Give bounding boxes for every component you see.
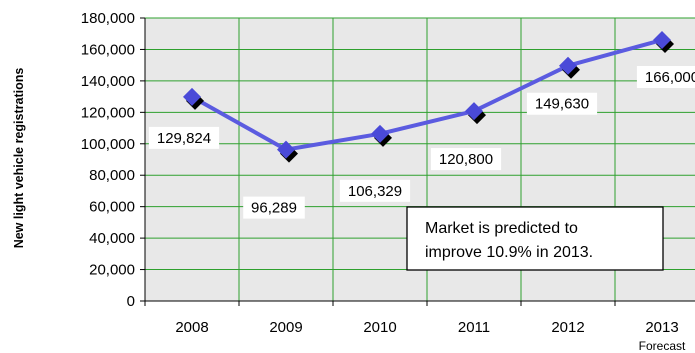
x-tick-label: 2008 <box>175 319 208 336</box>
y-tick-label: 40,000 <box>89 230 135 247</box>
data-point <box>559 56 577 75</box>
y-tick-label: 140,000 <box>81 73 135 90</box>
data-point <box>371 124 389 143</box>
data-label: 149,630 <box>535 96 589 113</box>
data-label-layer: 129,824 96,289 106,329 120,800 149,630 166,00… <box>148 66 695 219</box>
y-tick-label: 60,000 <box>89 199 135 216</box>
annotation-line-1: Market is predicted to <box>425 220 578 237</box>
data-label-box <box>526 92 598 115</box>
y-tick-label: 120,000 <box>81 104 135 121</box>
data-label: 166,000 <box>645 69 695 86</box>
data-label: 120,800 <box>439 151 493 168</box>
x-tick-label: 2013 <box>645 319 678 336</box>
data-label: 106,329 <box>348 183 402 200</box>
y-axis-title: New light vehicle registrations <box>12 68 26 249</box>
data-point <box>183 87 201 106</box>
data-label-box <box>148 126 220 149</box>
data-label-box <box>636 66 695 89</box>
series-line <box>191 38 663 152</box>
y-tick-label: 80,000 <box>89 167 135 184</box>
x-tick-label: 2009 <box>269 319 302 336</box>
data-point <box>277 140 295 159</box>
marker-layer <box>183 31 674 163</box>
x-tick-label: 2010 <box>363 319 396 336</box>
axis-layer: 0 20,000 40,000 60,000 80,000 100,000 120,000 1… <box>81 10 695 353</box>
data-label-box <box>430 148 502 171</box>
x-tick-label: 2011 <box>458 319 490 336</box>
y-tick-label: 100,000 <box>81 136 135 153</box>
annotation-line-2: improve 10.9% in 2013. <box>425 244 593 261</box>
y-tick-label: 160,000 <box>81 41 135 58</box>
y-tick-label: 20,000 <box>89 262 135 279</box>
data-label: 129,824 <box>157 130 211 147</box>
x-tick-sublabel: Forecast <box>639 339 686 353</box>
x-tick-label: 2012 <box>551 319 584 336</box>
data-label-box <box>339 179 411 202</box>
y-tick-label: 0 <box>127 293 135 310</box>
data-label-box <box>243 196 305 219</box>
data-point <box>465 102 483 121</box>
annotation-callout: Market is predicted to improve 10.9% in … <box>406 206 664 271</box>
y-tick-label: 180,000 <box>81 10 135 27</box>
data-label: 96,289 <box>251 200 297 217</box>
series-line-layer <box>191 38 663 152</box>
data-point <box>653 31 671 50</box>
annotation-box <box>406 206 664 271</box>
